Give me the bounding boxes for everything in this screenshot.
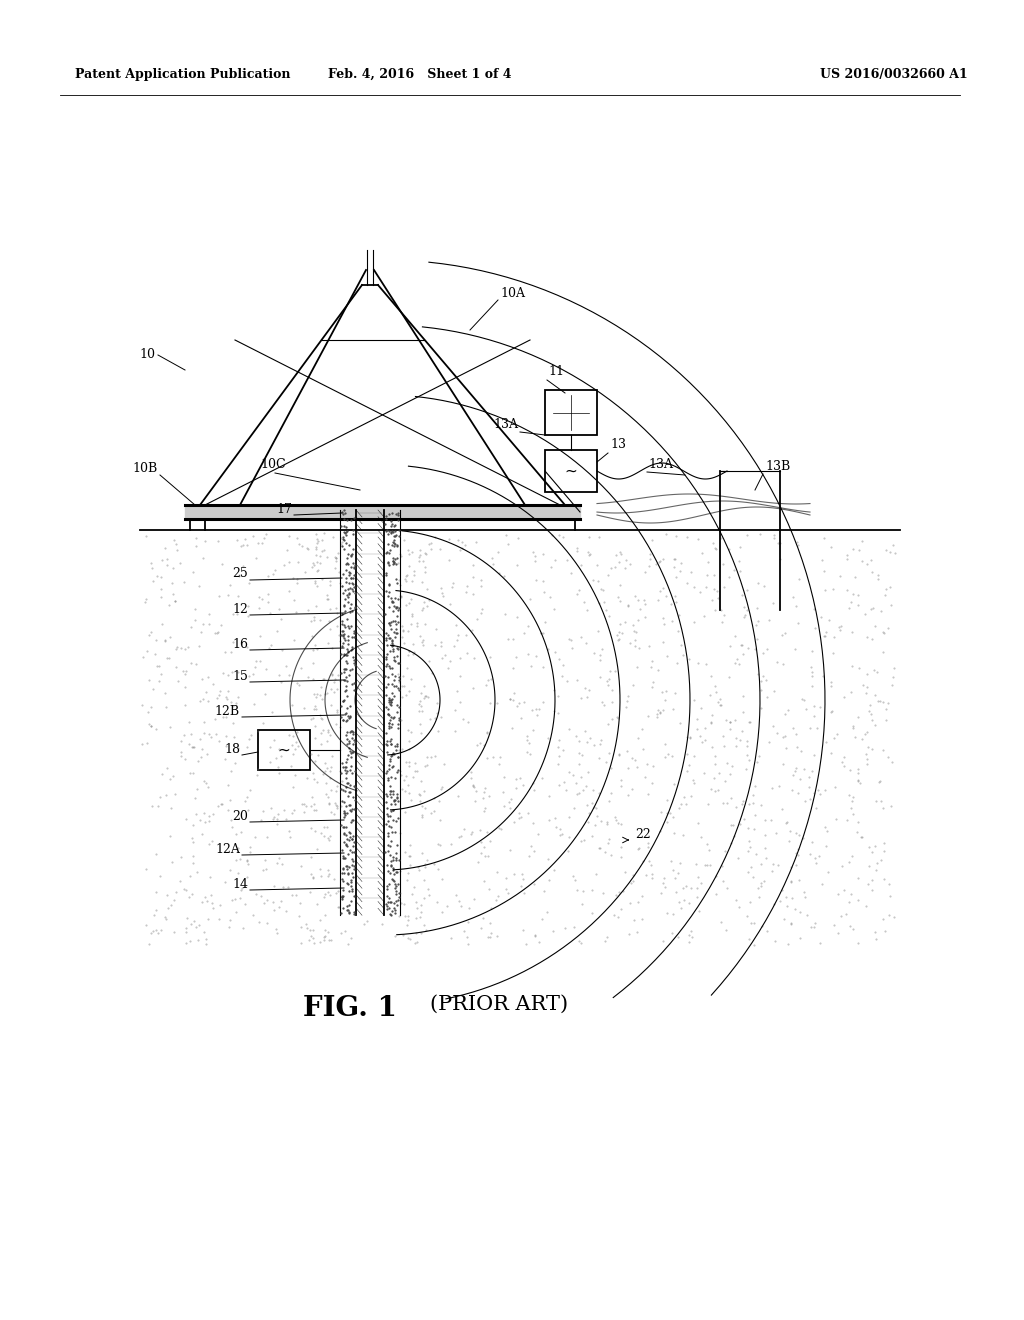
- Text: 13A: 13A: [648, 458, 673, 471]
- Text: 22: 22: [635, 828, 650, 841]
- Text: 12: 12: [232, 603, 248, 616]
- Text: 15: 15: [232, 671, 248, 682]
- Text: 10: 10: [139, 348, 155, 362]
- Text: 11: 11: [548, 366, 564, 378]
- Text: 13A: 13A: [493, 418, 518, 432]
- Text: Feb. 4, 2016   Sheet 1 of 4: Feb. 4, 2016 Sheet 1 of 4: [329, 69, 512, 81]
- FancyBboxPatch shape: [545, 389, 597, 436]
- Text: ~: ~: [564, 463, 578, 479]
- Text: US 2016/0032660 A1: US 2016/0032660 A1: [820, 69, 968, 81]
- Text: 17: 17: [276, 503, 292, 516]
- Text: ~: ~: [278, 742, 291, 758]
- FancyBboxPatch shape: [258, 730, 310, 770]
- Text: 14: 14: [232, 878, 248, 891]
- Text: FIG. 1: FIG. 1: [303, 995, 397, 1022]
- Text: 25: 25: [232, 568, 248, 579]
- Text: 18: 18: [224, 743, 240, 756]
- FancyBboxPatch shape: [545, 450, 597, 492]
- Text: (PRIOR ART): (PRIOR ART): [430, 995, 568, 1014]
- Text: 20: 20: [232, 810, 248, 822]
- Text: 12A: 12A: [215, 843, 240, 855]
- Text: 10C: 10C: [260, 458, 286, 471]
- Text: 12B: 12B: [215, 705, 240, 718]
- Text: 10B: 10B: [133, 462, 158, 475]
- Text: 13B: 13B: [765, 459, 791, 473]
- Text: Patent Application Publication: Patent Application Publication: [75, 69, 291, 81]
- Text: 16: 16: [232, 638, 248, 651]
- Text: 10A: 10A: [500, 286, 525, 300]
- Text: 13: 13: [610, 438, 626, 451]
